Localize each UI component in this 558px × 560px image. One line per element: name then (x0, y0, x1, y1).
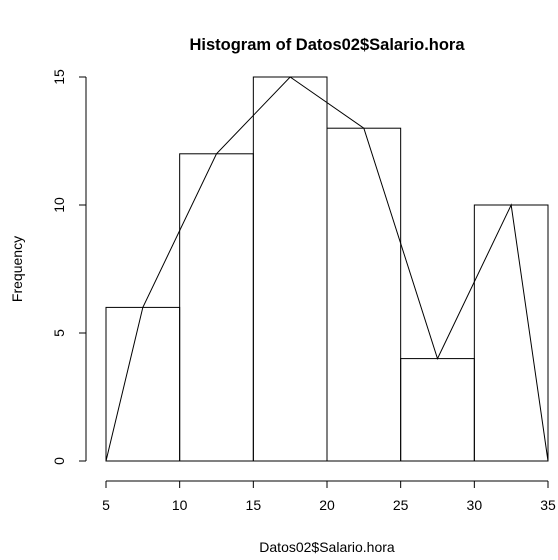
histogram-bar-3 (252, 76, 328, 462)
x-tick-label-15: 15 (246, 497, 262, 513)
histogram-bar-6 (473, 204, 549, 462)
histogram-bar-5 (400, 358, 475, 462)
x-tick-label-35: 35 (540, 497, 556, 513)
histogram-bars (105, 76, 549, 462)
x-axis: 5 10 15 20 25 30 35 (102, 480, 556, 513)
x-tick-label-25: 25 (393, 497, 409, 513)
y-tick-label-5: 5 (51, 329, 67, 337)
x-axis-label: Datos02$Salario.hora (259, 539, 395, 555)
y-tick-label-10: 10 (51, 197, 67, 213)
frequency-polygon-layer (105, 76, 549, 462)
frequency-polygon-line (105, 76, 549, 462)
x-tick-label-5: 5 (102, 497, 110, 513)
y-tick-label-15: 15 (51, 69, 67, 85)
histogram-bar-2 (179, 153, 254, 462)
x-tick-label-20: 20 (319, 497, 335, 513)
chart-title: Histogram of Datos02$Salario.hora (189, 36, 465, 54)
x-tick-label-30: 30 (467, 497, 483, 513)
histogram-bar-4 (326, 127, 402, 462)
y-axis: 0 5 10 15 (51, 69, 87, 465)
histogram-bar-1 (105, 306, 181, 462)
x-tick-label-10: 10 (172, 497, 188, 513)
y-tick-label-0: 0 (51, 457, 67, 465)
y-axis-label: Frequency (9, 236, 25, 302)
